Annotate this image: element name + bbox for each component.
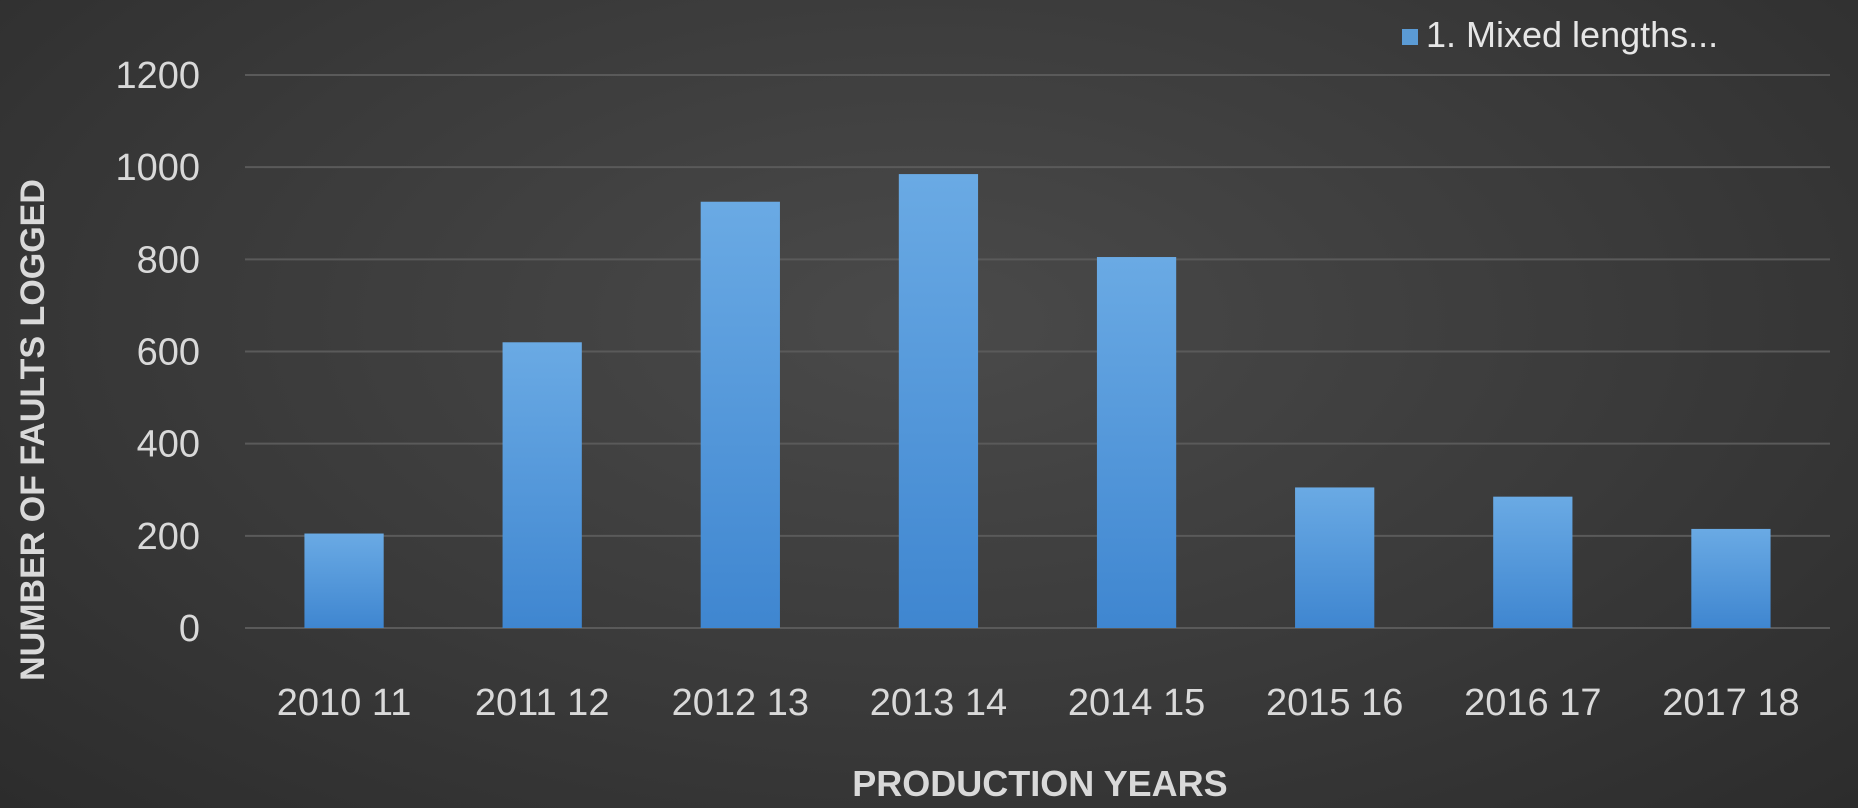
bar: [1295, 487, 1375, 628]
legend-label: 1. Mixed lengths...: [1426, 14, 1718, 55]
y-axis-title: NUMBER OF FAULTS LOGGED: [14, 179, 52, 681]
y-tick-label: 400: [137, 424, 200, 466]
x-tick-label: 2013 14: [870, 682, 1007, 724]
x-tick-label: 2016 17: [1464, 682, 1601, 724]
x-tick-label: 2015 16: [1266, 682, 1403, 724]
x-tick-label: 2017 18: [1662, 682, 1799, 724]
gridlines: [245, 74, 1830, 629]
bar: [502, 342, 582, 628]
bar: [1096, 257, 1177, 628]
y-tick-label: 800: [137, 239, 200, 281]
bar-series: [304, 174, 1771, 628]
bar: [1493, 496, 1573, 628]
y-tick-label: 200: [137, 516, 200, 558]
y-tick-label: 1000: [115, 147, 200, 189]
x-tick-label: 2010 11: [277, 682, 412, 724]
y-tick-label: 600: [137, 332, 200, 374]
bar: [1691, 528, 1771, 628]
y-axis-ticks: 0 200 400 600 800 1000 1200: [115, 55, 200, 650]
legend-swatch: [1402, 29, 1418, 45]
x-tick-label: 2011 12: [475, 682, 610, 724]
x-axis-ticks: 2010 11 2011 12 2012 13 2013 14 2014 15 2015 …: [277, 682, 1800, 724]
bar: [898, 174, 979, 628]
x-tick-label: 2014 15: [1068, 682, 1205, 724]
y-tick-label: 0: [179, 608, 200, 650]
y-tick-label: 1200: [115, 55, 200, 97]
legend: 1. Mixed lengths...: [1402, 14, 1718, 55]
bar: [700, 201, 780, 628]
bar: [304, 533, 384, 628]
x-axis-title: PRODUCTION YEARS: [852, 763, 1227, 804]
x-tick-label: 2012 13: [672, 682, 809, 724]
